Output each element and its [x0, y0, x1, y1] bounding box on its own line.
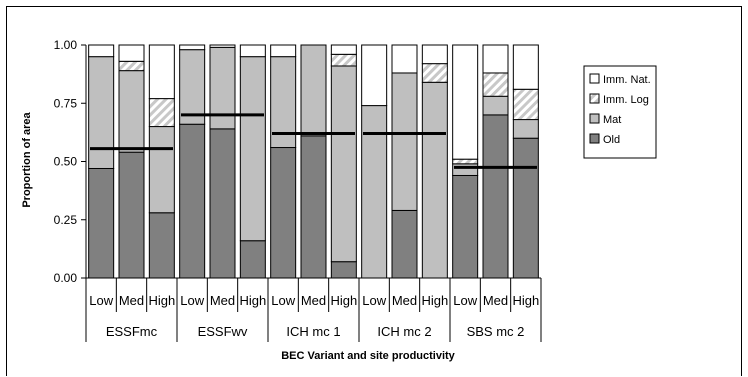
x-group-label: ICH mc 1: [286, 324, 340, 339]
bar-segment-mat: [330, 65, 357, 263]
bar-segment-old: [148, 212, 175, 279]
bar-segment-imm-nat: [330, 44, 357, 55]
y-tick-label: 1.00: [54, 38, 78, 52]
x-tick-label: Low: [180, 293, 204, 308]
bar-segment-old: [482, 114, 509, 279]
bar-segment-mat: [391, 72, 418, 211]
bar-segment-mat: [179, 49, 206, 125]
bar-segment-imm-nat: [179, 44, 206, 51]
bar-segment-old: [391, 209, 418, 279]
bar-segment-imm-nat: [270, 44, 297, 58]
bar-segment-old: [270, 147, 297, 279]
y-tick-label: 0.00: [54, 271, 78, 285]
bar-segment-imm-nat: [209, 44, 236, 48]
bar-segment-mat: [148, 126, 175, 214]
bar-segment-mat: [209, 46, 236, 130]
bar-segment-imm-log: [330, 53, 357, 67]
x-tick-label: Med: [392, 293, 417, 308]
bar-segment-mat: [512, 119, 539, 139]
x-tick-label: High: [148, 293, 175, 308]
x-tick-label: High: [421, 293, 448, 308]
bar-segment-imm-nat: [391, 44, 418, 74]
y-axis-title: Proportion of area: [21, 111, 33, 207]
bar-segment-mat: [482, 95, 509, 116]
bar-segment-imm-log: [482, 72, 509, 97]
x-tick-label: High: [512, 293, 539, 308]
bar-segment-mat: [421, 81, 448, 279]
bar-segment-imm-nat: [482, 44, 509, 74]
bar-segment-mat: [452, 163, 479, 176]
x-tick-label: Low: [89, 293, 113, 308]
bar-segment-imm-log: [512, 88, 539, 121]
bar-segment-mat: [361, 105, 388, 279]
bar-segment-old: [239, 240, 266, 279]
legend-swatch: [589, 113, 600, 124]
x-group-label: ESSFmc: [106, 324, 158, 339]
bar-segment-imm-nat: [118, 44, 145, 62]
bar-segment-old: [179, 123, 206, 279]
x-axis-title: BEC Variant and site productivity: [281, 350, 455, 362]
bar-segment-mat: [118, 70, 145, 153]
legend-swatch: [589, 93, 600, 104]
x-group-label: SBS mc 2: [467, 324, 525, 339]
x-group-label: ESSFwv: [198, 324, 248, 339]
x-tick-label: Low: [453, 293, 477, 308]
legend-label: Old: [603, 134, 620, 146]
x-tick-label: Med: [301, 293, 326, 308]
legend: Imm. Nat. Imm. Log Mat Old: [583, 65, 657, 159]
bar-segment-old: [512, 137, 539, 279]
x-tick-label: Med: [210, 293, 235, 308]
y-tick-label: 0.25: [54, 213, 78, 227]
bar-segment-old: [209, 128, 236, 279]
bar-segment-imm-nat: [421, 44, 448, 65]
legend-swatch: [589, 73, 600, 84]
x-tick-label: High: [330, 293, 357, 308]
x-tick-label: Low: [362, 293, 386, 308]
legend-label: Imm. Log: [603, 94, 649, 106]
bar-segment-old: [118, 151, 145, 279]
bar-segment-imm-nat: [361, 44, 388, 107]
y-tick-label: 0.50: [54, 155, 78, 169]
bar-segment-old: [300, 135, 327, 279]
x-tick-label: High: [239, 293, 266, 308]
bar-segment-mat: [88, 56, 115, 169]
bar-segment-imm-log: [452, 158, 479, 165]
bar-segment-imm-log: [148, 98, 175, 128]
bar-segment-imm-nat: [512, 44, 539, 90]
bar-segment-imm-nat: [88, 44, 115, 58]
chart-frame: [6, 6, 742, 376]
bar-segment-old: [452, 174, 479, 279]
bar-segment-mat: [300, 44, 327, 137]
x-tick-label: Med: [483, 293, 508, 308]
bar-segment-imm-nat: [148, 44, 175, 100]
x-tick-label: Med: [119, 293, 144, 308]
bar-segment-old: [330, 261, 357, 279]
bar-segment-imm-log: [118, 60, 145, 72]
y-tick-label: 0.75: [54, 96, 78, 110]
legend-swatch: [589, 133, 600, 144]
legend-label: Imm. Nat.: [603, 74, 651, 86]
plot-area: 0.00 0.25 0.50 0.75 1.00 Low Med High Low Med High…: [54, 38, 542, 342]
bar-segment-mat: [239, 56, 266, 242]
bar-segment-old: [88, 167, 115, 279]
bar-segment-imm-log: [421, 63, 448, 83]
bar-segment-imm-nat: [452, 44, 479, 160]
legend-label: Mat: [603, 114, 621, 126]
bar-segment-imm-nat: [239, 44, 266, 58]
x-group-label: ICH mc 2: [377, 324, 431, 339]
x-tick-label: Low: [271, 293, 295, 308]
